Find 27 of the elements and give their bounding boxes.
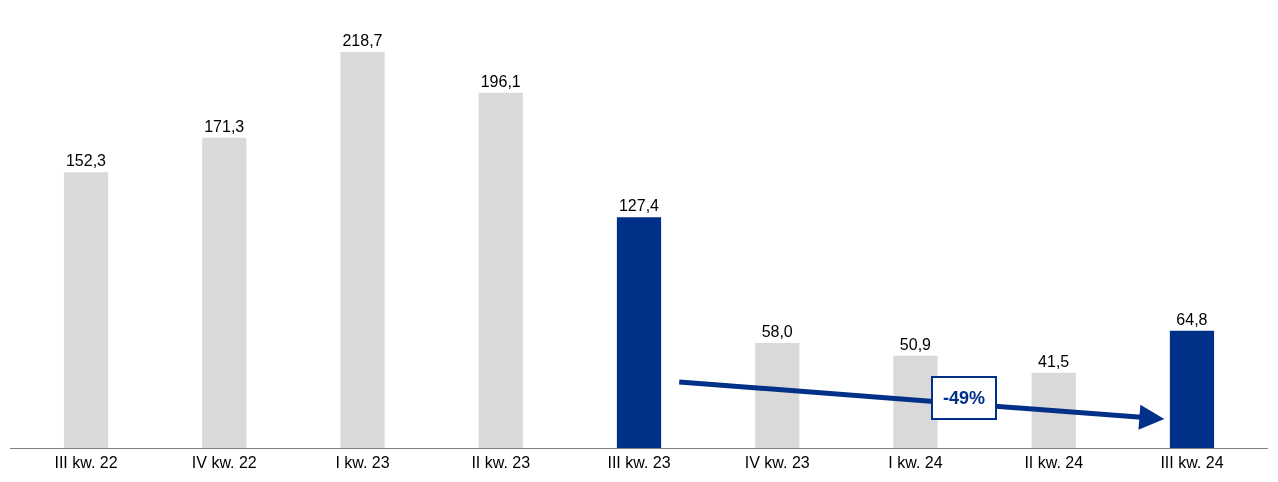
data-label: 196,1 [480, 72, 521, 90]
data-label: 127,4 [618, 197, 660, 215]
data-label: 152,3 [65, 152, 107, 170]
data-label: 64,8 [1176, 310, 1208, 328]
x-tick-label: III kw. 22 [54, 454, 118, 472]
bar [340, 51, 385, 448]
x-tick-label: III kw. 23 [607, 454, 671, 472]
bar [63, 172, 109, 448]
x-tick-label: III kw. 24 [1160, 454, 1224, 472]
bar [202, 137, 247, 448]
data-label: 50,9 [899, 335, 932, 353]
data-label: 218,7 [342, 31, 383, 49]
data-label: 41,5 [1038, 352, 1070, 370]
bar [1031, 372, 1076, 448]
data-label: 171,3 [204, 117, 245, 135]
x-tick-label: IV kw. 22 [191, 454, 257, 472]
x-tick-label: I kw. 24 [888, 454, 943, 472]
data-label: 58,0 [761, 322, 793, 340]
x-tick-label: IV kw. 23 [744, 454, 810, 472]
bar [755, 342, 800, 448]
x-tick-label: II kw. 23 [471, 454, 531, 472]
bar [1169, 330, 1215, 448]
x-tick-label: I kw. 23 [335, 454, 390, 472]
x-tick-label: II kw. 24 [1024, 454, 1084, 472]
bar [478, 92, 523, 448]
bar [616, 217, 662, 448]
annotation: -49% [943, 388, 986, 408]
